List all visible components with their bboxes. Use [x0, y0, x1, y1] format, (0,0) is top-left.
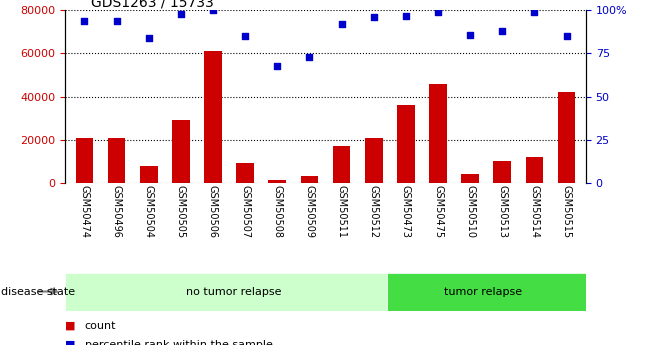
Text: GDS1263 / 15733: GDS1263 / 15733	[91, 0, 214, 9]
Bar	[493, 161, 511, 183]
Point	[529, 9, 540, 15]
Point	[465, 32, 475, 37]
Bar	[301, 176, 318, 183]
Bar	[204, 51, 222, 183]
Text: GSM50514: GSM50514	[529, 185, 540, 238]
Text: tumor relapse: tumor relapse	[444, 287, 522, 296]
Text: disease state: disease state	[1, 287, 76, 296]
Text: count: count	[85, 321, 116, 331]
Point	[400, 13, 411, 18]
Text: GSM50504: GSM50504	[144, 185, 154, 238]
Text: GSM50473: GSM50473	[401, 185, 411, 238]
Text: ■: ■	[65, 321, 76, 331]
Bar	[172, 120, 189, 183]
Bar	[365, 138, 383, 183]
Point	[176, 11, 186, 17]
Text: GSM50475: GSM50475	[433, 185, 443, 238]
Text: GSM50509: GSM50509	[305, 185, 314, 238]
Bar	[397, 105, 415, 183]
Bar	[333, 146, 350, 183]
Bar	[558, 92, 575, 183]
Bar	[140, 166, 158, 183]
Point	[433, 9, 443, 15]
Text: GSM50507: GSM50507	[240, 185, 250, 238]
Text: no tumor relapse: no tumor relapse	[186, 287, 282, 296]
Point	[304, 54, 314, 60]
Point	[111, 18, 122, 23]
Point	[79, 18, 90, 23]
Text: GSM50511: GSM50511	[337, 185, 346, 238]
Text: GSM50515: GSM50515	[562, 185, 572, 238]
Text: GSM50505: GSM50505	[176, 185, 186, 238]
Bar	[387, 273, 599, 310]
Point	[497, 28, 508, 34]
Point	[368, 14, 379, 20]
Bar	[462, 174, 479, 183]
Bar	[525, 157, 544, 183]
Bar	[76, 138, 93, 183]
Bar	[429, 84, 447, 183]
Point	[561, 33, 572, 39]
Bar	[107, 138, 126, 183]
Point	[208, 8, 218, 13]
Point	[272, 63, 283, 68]
Point	[240, 33, 251, 39]
Text: GSM50496: GSM50496	[111, 185, 122, 237]
Text: GSM50506: GSM50506	[208, 185, 218, 238]
Bar	[268, 180, 286, 183]
Text: percentile rank within the sample: percentile rank within the sample	[85, 340, 273, 345]
Point	[143, 35, 154, 41]
Text: GSM50510: GSM50510	[465, 185, 475, 238]
Bar	[65, 273, 387, 310]
Text: GSM50513: GSM50513	[497, 185, 507, 238]
Bar	[236, 164, 254, 183]
Text: GSM50474: GSM50474	[79, 185, 89, 238]
Text: GSM50508: GSM50508	[272, 185, 283, 238]
Text: ■: ■	[65, 340, 76, 345]
Point	[337, 21, 347, 27]
Text: GSM50512: GSM50512	[368, 185, 379, 238]
